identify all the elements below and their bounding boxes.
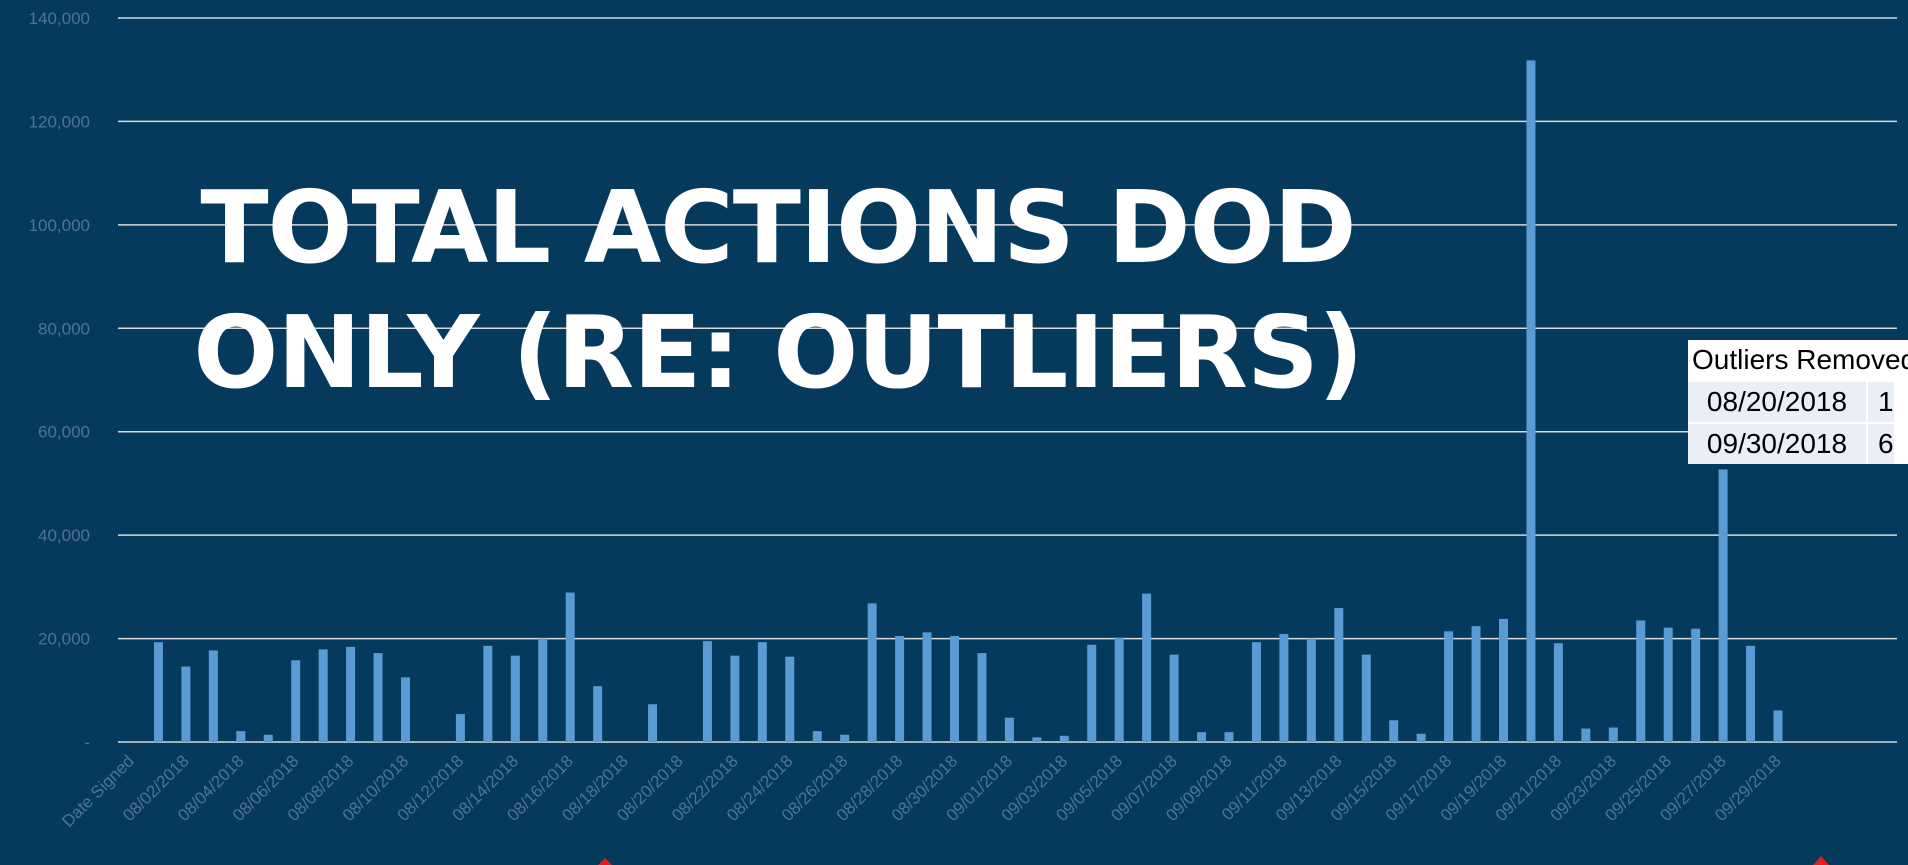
table-row: 08/20/2018 1: [1688, 380, 1908, 422]
bar: [236, 731, 246, 742]
bar: [593, 686, 603, 742]
bar: [867, 603, 877, 742]
bar: [455, 714, 465, 742]
bar: [510, 655, 520, 742]
bar: [1306, 638, 1316, 742]
bar: [1361, 654, 1371, 742]
bar: [840, 734, 850, 742]
bar: [1334, 608, 1344, 742]
bar: [181, 666, 191, 742]
bar: [1224, 732, 1234, 742]
bar: [895, 635, 905, 742]
bar: [1416, 733, 1426, 742]
bar: [1636, 620, 1646, 742]
bar: [565, 592, 575, 742]
bar: [401, 677, 410, 742]
bar: [1169, 654, 1179, 742]
bar: [1773, 710, 1783, 742]
bar: [1581, 728, 1591, 742]
bar: [1746, 645, 1756, 742]
table-header: Outliers Removed: [1692, 344, 1908, 375]
y-tick-label: 140,000: [29, 9, 90, 28]
bar: [318, 649, 328, 742]
decoration: [1813, 856, 1829, 865]
bar: [346, 646, 356, 742]
bar: [785, 656, 795, 742]
bar: [1718, 469, 1728, 742]
table-row: 09/30/2018 6: [1688, 422, 1908, 464]
y-tick-label: 20,000: [38, 630, 90, 649]
bar: [1499, 618, 1508, 742]
bar: [1663, 627, 1673, 742]
bar: [1059, 735, 1069, 742]
decoration: [598, 858, 612, 865]
bar: [153, 642, 163, 742]
bar: [922, 632, 932, 742]
cell: 08/20/2018: [1688, 382, 1868, 422]
cell: 6: [1868, 424, 1894, 464]
y-tick-label: 40,000: [38, 526, 90, 545]
bar: [1251, 642, 1261, 742]
y-tick-label: 80,000: [38, 319, 90, 338]
y-tick-label: 60,000: [38, 423, 90, 442]
y-tick-label: -: [84, 733, 90, 752]
y-tick-label: 100,000: [29, 216, 90, 235]
bar: [730, 655, 740, 742]
chart-title: TOTAL ACTIONS DOD ONLY (RE: OUTLIERS): [193, 169, 1363, 411]
bar: [1526, 60, 1536, 743]
bar: [702, 641, 712, 742]
bar: [757, 642, 767, 742]
cell: 1: [1868, 382, 1894, 422]
y-tick-label: 120,000: [29, 112, 90, 131]
bar: [977, 653, 987, 742]
bar: [263, 734, 273, 742]
bar: [1389, 720, 1399, 742]
bar: [483, 645, 493, 742]
bar: [648, 704, 658, 742]
bar: [1197, 732, 1207, 742]
bar: [1114, 637, 1124, 742]
bar: [1004, 717, 1014, 742]
bar: [1444, 631, 1454, 742]
bar: [373, 653, 383, 742]
bar: [1279, 633, 1289, 742]
bar: [1608, 727, 1618, 742]
bar: [950, 635, 959, 742]
bar: [812, 731, 822, 742]
bar: [538, 638, 548, 742]
bar: [291, 660, 301, 742]
bar: [1471, 626, 1481, 742]
bar: [208, 650, 218, 742]
bar: [1142, 593, 1152, 742]
bar: [1553, 643, 1563, 742]
outliers-table: Outliers Removed 08/20/2018 1 09/30/2018 6: [1688, 340, 1908, 464]
bar: [1691, 628, 1701, 742]
bar: [1087, 644, 1097, 742]
cell: 09/30/2018: [1688, 424, 1868, 464]
bar: [1032, 737, 1042, 742]
